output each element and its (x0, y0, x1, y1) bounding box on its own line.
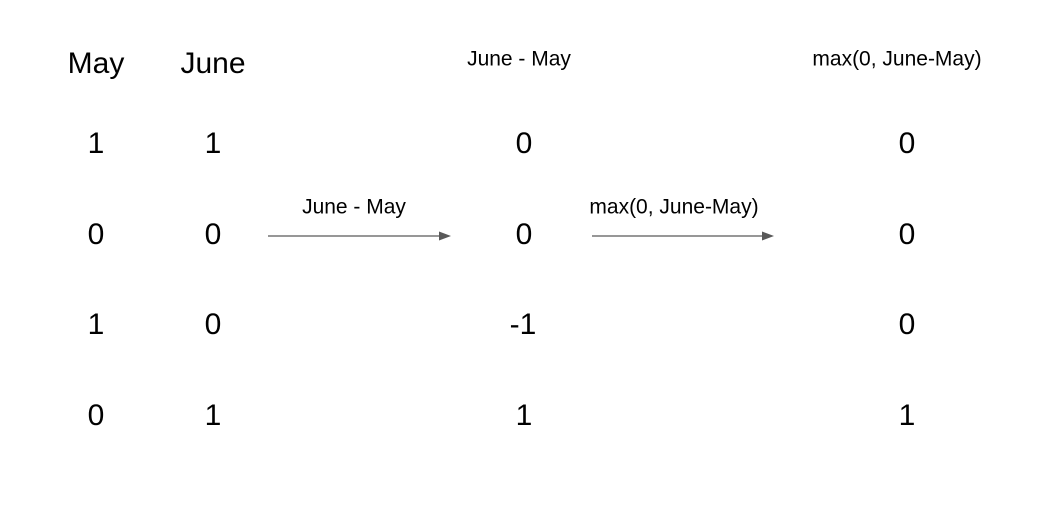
row-3-diff: -1 (509, 308, 537, 341)
row-3-june: 0 (204, 308, 222, 341)
row-3-max: 0 (898, 308, 916, 341)
row-1-max: 0 (898, 127, 916, 160)
header-may: May (67, 47, 125, 80)
row-3-may: 1 (87, 308, 105, 341)
header-max: max(0, June-May) (812, 47, 982, 71)
arrow-2-label: max(0, June-May) (589, 195, 759, 219)
arrow-2 (592, 231, 774, 241)
header-june-minus-may: June - May (467, 47, 571, 71)
header-june: June (180, 47, 246, 80)
row-2-diff: 0 (515, 218, 533, 251)
row-4-june: 1 (204, 399, 222, 432)
row-1-june: 1 (204, 127, 222, 160)
row-4-diff: 1 (515, 399, 533, 432)
row-2-june: 0 (204, 218, 222, 251)
row-2-max: 0 (898, 218, 916, 251)
row-2-may: 0 (87, 218, 105, 251)
arrow-1 (268, 231, 451, 241)
row-4-max: 1 (898, 399, 916, 432)
row-1-may: 1 (87, 127, 105, 160)
row-1-diff: 0 (515, 127, 533, 160)
arrow-1-label: June - May (302, 195, 406, 219)
row-4-may: 0 (87, 399, 105, 432)
